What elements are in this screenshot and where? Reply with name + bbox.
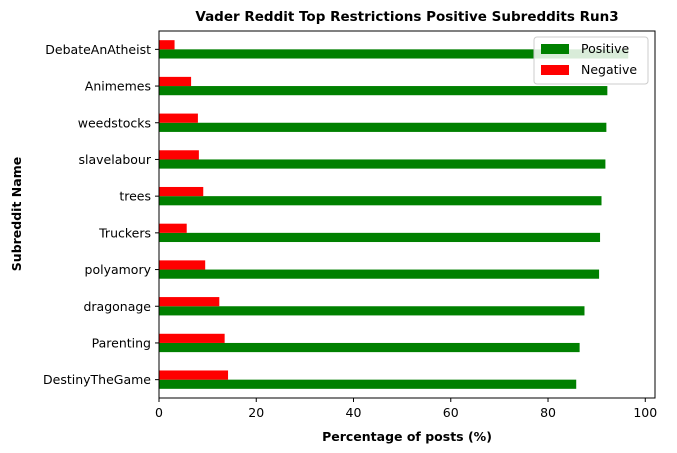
x-tick-label: 0 [155, 405, 163, 420]
y-tick-label: slavelabour [78, 152, 151, 167]
x-tick-label: 80 [540, 405, 556, 420]
x-tick-label: 100 [633, 405, 657, 420]
bar-positive-trees [159, 196, 602, 206]
bar-positive-weedstocks [159, 122, 607, 132]
bar-positive-destinythegame [159, 379, 577, 389]
legend-swatch-negative [541, 65, 569, 75]
bar-positive-polyamory [159, 269, 600, 279]
bar-positive-debateanatheist [159, 49, 629, 59]
plot-frame [158, 30, 656, 399]
bar-positive-parenting [159, 342, 580, 353]
y-tick-label: DebateAnAtheist [45, 42, 151, 57]
x-tick-label: 40 [346, 405, 362, 420]
y-axis-ticks: DestinyTheGame Parenting dragonage polyamor… [43, 42, 159, 387]
bar-negative-polyamory [159, 260, 206, 270]
bar-positive-dragonage [159, 306, 585, 316]
legend-swatch-positive [541, 44, 569, 54]
legend-label-positive: Positive [581, 41, 629, 56]
chart-title: Vader Reddit Top Restrictions Positive S… [195, 9, 618, 25]
bar-positive-animemes [159, 86, 608, 96]
bar-negative-truckers [159, 223, 187, 233]
bar-positive-slavelabour [159, 159, 606, 169]
bars-layer [159, 40, 629, 389]
x-tick-label: 60 [443, 405, 459, 420]
x-axis-label: Percentage of posts (%) [322, 429, 492, 444]
bar-negative-parenting [159, 333, 225, 343]
bar-negative-trees [159, 186, 204, 197]
bar-positive-truckers [159, 232, 601, 243]
x-axis-ticks: 0 20 40 60 80 100 [155, 398, 657, 420]
y-tick-label: Parenting [92, 335, 151, 350]
legend: Positive Negative [533, 36, 649, 85]
bar-negative-slavelabour [159, 150, 199, 160]
y-tick-label: weedstocks [78, 115, 151, 130]
y-tick-label: Truckers [98, 225, 151, 240]
y-tick-label: dragonage [83, 299, 151, 314]
y-tick-label: trees [119, 189, 151, 204]
y-tick-label: DestinyTheGame [43, 372, 151, 387]
bar-negative-animemes [159, 76, 192, 87]
x-tick-label: 20 [248, 405, 264, 420]
y-axis-label: Subreddit Name [9, 157, 24, 271]
legend-label-negative: Negative [581, 62, 637, 77]
bar-negative-dragonage [159, 297, 220, 307]
bar-negative-debateanatheist [159, 40, 175, 50]
y-tick-label: Animemes [85, 79, 151, 94]
bar-negative-weedstocks [159, 113, 198, 123]
y-tick-label: polyamory [85, 262, 152, 277]
bar-negative-destinythegame [159, 370, 229, 380]
